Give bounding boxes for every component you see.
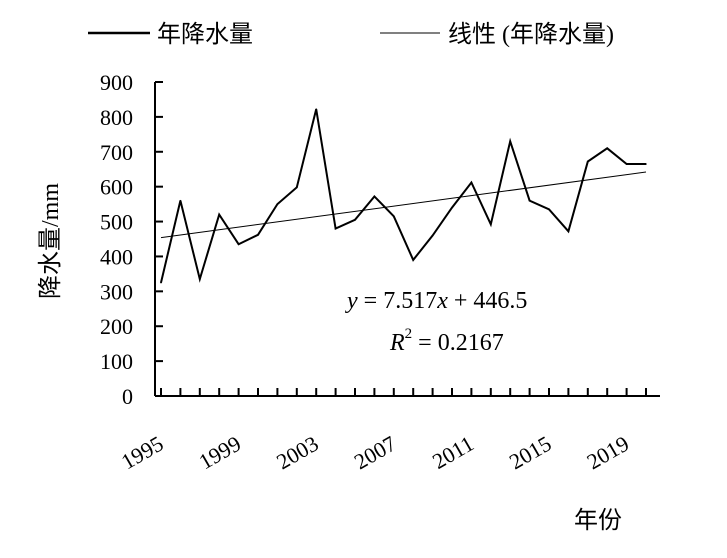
- trend-line: [160, 171, 647, 239]
- data-point-2002: [296, 186, 298, 189]
- data-point-2005: [354, 219, 356, 221]
- data-point-2016: [567, 230, 570, 233]
- x-tick-label: 1995: [117, 431, 168, 475]
- data-point-2003: [315, 108, 318, 111]
- y-tick-label: 500: [100, 210, 133, 235]
- data-point-1999: [237, 243, 240, 246]
- x-tick-label: 2007: [350, 431, 401, 475]
- x-tick-label: 2003: [272, 431, 323, 475]
- legend-label-rainfall: 年降水量: [157, 21, 253, 48]
- plot-area: 0 100 200 300 400 500 600 700 800 900 1995 1999 200…: [100, 70, 660, 474]
- data-point-2000: [257, 234, 259, 236]
- x-tick-label: 1999: [194, 431, 245, 475]
- data-point-2015: [548, 208, 550, 211]
- y-tick-label: 200: [100, 314, 133, 339]
- regression-equation: y = 7.517x + 446.5: [345, 288, 527, 314]
- data-point-1996: [179, 199, 182, 202]
- r2-value: = 0.2167: [412, 330, 504, 356]
- data-point-2020: [645, 163, 647, 165]
- x-tick-label: 2011: [428, 431, 478, 474]
- rainfall-series-line: [160, 108, 646, 283]
- y-axis-title: 降水量/mm: [37, 183, 64, 299]
- y-tick-label: 800: [100, 105, 133, 130]
- legend-label-trend: 线性 (年降水量): [448, 21, 614, 48]
- eq-x: x: [436, 288, 448, 314]
- data-point-2007: [393, 215, 395, 218]
- data-point-2017: [587, 160, 589, 163]
- r-squared: R2 = 0.2167: [389, 326, 504, 356]
- y-tick-label: 100: [100, 349, 133, 374]
- data-point-2010: [451, 206, 453, 209]
- data-point-2004: [334, 227, 337, 230]
- eq-y: y: [345, 288, 358, 314]
- y-tick-label: 600: [100, 175, 133, 200]
- y-tick-label: 900: [100, 70, 133, 95]
- data-point-2014: [528, 199, 531, 202]
- data-point-2009: [431, 234, 434, 237]
- r2-R: R: [389, 330, 405, 356]
- eq-coef: = 7.517: [358, 288, 438, 314]
- y-ticks: 0 100 200 300 400 500 600 700 800 900: [100, 70, 163, 409]
- r2-sup: 2: [405, 326, 413, 342]
- data-point-1997: [199, 278, 201, 280]
- y-tick-label: 400: [100, 244, 133, 269]
- y-tick-label: 0: [122, 384, 133, 409]
- data-point-2008: [412, 259, 415, 261]
- x-axis-title: 年份: [574, 507, 622, 534]
- y-tick-label: 300: [100, 279, 133, 304]
- x-tick-labels: 1995 1999 2003 2007 2011 2015 2019: [117, 431, 633, 475]
- y-tick-label: 700: [100, 140, 133, 165]
- data-point-2001: [276, 203, 279, 205]
- x-tick-label: 2015: [505, 431, 556, 475]
- data-point-2011: [470, 181, 473, 184]
- x-ticks: [160, 388, 647, 396]
- x-tick-label: 2019: [582, 431, 633, 475]
- data-point-1998: [218, 213, 220, 216]
- legend: 年降水量 线性 (年降水量): [88, 21, 614, 48]
- data-point-2012: [490, 223, 492, 226]
- eq-intercept: + 446.5: [448, 288, 528, 314]
- data-point-2013: [509, 140, 512, 143]
- data-point-2018: [606, 147, 608, 150]
- data-point-2019: [625, 163, 628, 165]
- data-point-1995: [160, 281, 162, 284]
- data-point-2006: [373, 195, 376, 198]
